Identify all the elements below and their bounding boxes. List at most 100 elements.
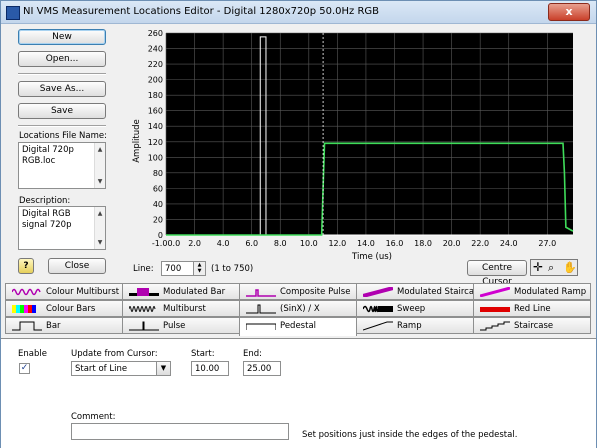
tab-label: Staircase xyxy=(514,321,554,331)
staircase-icon xyxy=(480,321,510,331)
tab-label: Red Line xyxy=(514,304,551,314)
scroll-up-icon[interactable]: ▲ xyxy=(97,210,103,217)
zoom-icon[interactable]: ⌕ xyxy=(548,261,555,274)
modulated-staircase-icon xyxy=(362,286,394,298)
help-button[interactable]: ? xyxy=(18,258,34,274)
y-tick-label: 100 xyxy=(148,153,163,162)
separator xyxy=(18,73,106,75)
tab-red-line[interactable]: Red Line xyxy=(473,300,591,317)
tab-bar[interactable]: Bar xyxy=(5,317,123,334)
tab-sweep[interactable]: Sweep xyxy=(356,300,474,317)
description-scrollbar[interactable]: ▲ ▼ xyxy=(94,207,105,249)
tab-label: Pulse xyxy=(163,321,186,331)
y-tick-label: 60 xyxy=(153,184,163,193)
start-value: 10.00 xyxy=(195,364,220,374)
scroll-up-icon[interactable]: ▲ xyxy=(97,146,103,153)
x-tick-label: 16.0 xyxy=(386,239,404,248)
tab-label: Bar xyxy=(46,321,61,331)
red-line-icon xyxy=(480,304,510,314)
tab-label: Modulated Staircase xyxy=(397,287,484,297)
comment-field[interactable] xyxy=(71,423,289,440)
line-value: 700 xyxy=(165,264,182,274)
pedestal-icon xyxy=(245,321,277,331)
centre-cursor-button[interactable]: Centre Cursor xyxy=(467,260,527,287)
composite-pulse-icon xyxy=(246,287,276,297)
plot-grid xyxy=(165,32,573,236)
file-name-field[interactable]: Digital 720p RGB.loc ▲ ▼ xyxy=(18,142,106,189)
tab-label: Composite Pulse xyxy=(280,287,351,297)
x-tick-labels: -1.00.0 2.0 4.0 6.0 8.0 10.0 12.0 14.0 16.0 18.0 2… xyxy=(152,239,556,248)
tab-composite-pulse[interactable]: Composite Pulse xyxy=(239,283,357,300)
update-from-cursor-value: Start of Line xyxy=(75,364,128,374)
save-button[interactable]: Save xyxy=(18,103,106,119)
x-tick-label: -1.00.0 xyxy=(152,239,180,248)
tab-multiburst[interactable]: Multiburst xyxy=(122,300,240,317)
tab-sinx-x[interactable]: (SinX) / X xyxy=(239,300,357,317)
plot-background xyxy=(166,33,573,235)
x-tick-label: 12.0 xyxy=(328,239,346,248)
y-tick-label: 160 xyxy=(148,107,163,116)
y-tick-label: 120 xyxy=(148,138,163,147)
end-field[interactable]: 25.00 xyxy=(243,361,281,376)
y-axis-label: Amplitude xyxy=(132,119,142,163)
end-label: End: xyxy=(243,349,263,359)
chevron-down-icon[interactable]: ▼ xyxy=(156,362,170,375)
crosshair-cursor-icon[interactable]: ✛ xyxy=(533,260,544,274)
y-tick-label: 80 xyxy=(153,169,163,178)
file-name-scrollbar[interactable]: ▲ ▼ xyxy=(94,143,105,188)
scroll-down-icon[interactable]: ▼ xyxy=(97,239,103,246)
sinx-icon xyxy=(246,304,276,314)
tab-label: (SinX) / X xyxy=(280,304,320,314)
tab-modulated-staircase[interactable]: Modulated Staircase xyxy=(356,283,484,300)
x-tick-label: 6.0 xyxy=(245,239,258,248)
multiburst-icon xyxy=(11,287,42,297)
x-tick-label: 20.0 xyxy=(443,239,461,248)
ramp-icon xyxy=(362,321,393,331)
description-value: Digital RGB signal 720p xyxy=(22,209,72,230)
start-field[interactable]: 10.00 xyxy=(191,361,229,376)
close-button[interactable]: Close xyxy=(48,258,106,274)
tab-colour-bars[interactable]: Colour Bars xyxy=(5,300,123,317)
x-tick-label: 27.0 xyxy=(538,239,556,248)
description-field[interactable]: Digital RGB signal 720p ▲ ▼ xyxy=(18,206,106,250)
enable-checkbox[interactable]: ✓ xyxy=(19,363,30,374)
open-button[interactable]: Open... xyxy=(18,51,106,67)
x-tick-label: 18.0 xyxy=(414,239,432,248)
series-lines xyxy=(166,36,574,236)
pulse-icon xyxy=(129,321,159,331)
pan-hand-icon[interactable]: ✋ xyxy=(563,261,577,274)
tab-modulated-ramp[interactable]: Modulated Ramp xyxy=(473,283,591,300)
x-tick-label: 24.0 xyxy=(500,239,518,248)
tab-label: Colour Bars xyxy=(46,304,96,314)
start-label: Start: xyxy=(191,349,215,359)
line-stepper[interactable]: 700 ▲ ▼ xyxy=(161,261,206,276)
new-button[interactable]: New xyxy=(18,29,106,45)
tab-pedestal[interactable]: Pedestal xyxy=(239,317,357,336)
y-tick-labels: 0 20 40 60 80 100 120 140 160 180 200 220 240 260 xyxy=(148,29,163,240)
window-close-button[interactable]: x xyxy=(548,3,590,21)
app-icon xyxy=(6,6,20,20)
save-as-button[interactable]: Save As... xyxy=(18,81,106,97)
tab-label: Multiburst xyxy=(163,304,206,314)
tab-staircase[interactable]: Staircase xyxy=(473,317,591,334)
tab-colour-multiburst[interactable]: Colour Multiburst xyxy=(5,283,123,300)
update-from-cursor-select[interactable]: Start of Line ▼ xyxy=(71,361,171,376)
scroll-down-icon[interactable]: ▼ xyxy=(97,178,103,185)
y-tick-label: 260 xyxy=(148,29,163,38)
tab-label: Ramp xyxy=(397,321,422,331)
tab-label: Modulated Ramp xyxy=(514,287,587,297)
tab-pulse[interactable]: Pulse xyxy=(122,317,240,334)
comment-label: Comment: xyxy=(71,412,116,422)
waveform-chart[interactable]: 0 20 40 60 80 100 120 140 160 180 200 220 240 260 -1.… xyxy=(123,23,581,281)
tab-modulated-bar[interactable]: Modulated Bar xyxy=(122,283,240,300)
y-tick-label: 20 xyxy=(153,215,163,224)
x-tick-label: 10.0 xyxy=(300,239,318,248)
line-spin-arrows-icon[interactable]: ▲ ▼ xyxy=(193,262,205,275)
bar-icon xyxy=(12,321,42,331)
tab-ramp[interactable]: Ramp xyxy=(356,317,474,334)
line-label: Line: xyxy=(133,264,154,274)
y-tick-label: 0 xyxy=(158,231,163,240)
sweep-icon xyxy=(362,304,393,314)
modulated-bar-icon xyxy=(129,287,159,297)
description-label: Description: xyxy=(19,196,71,206)
